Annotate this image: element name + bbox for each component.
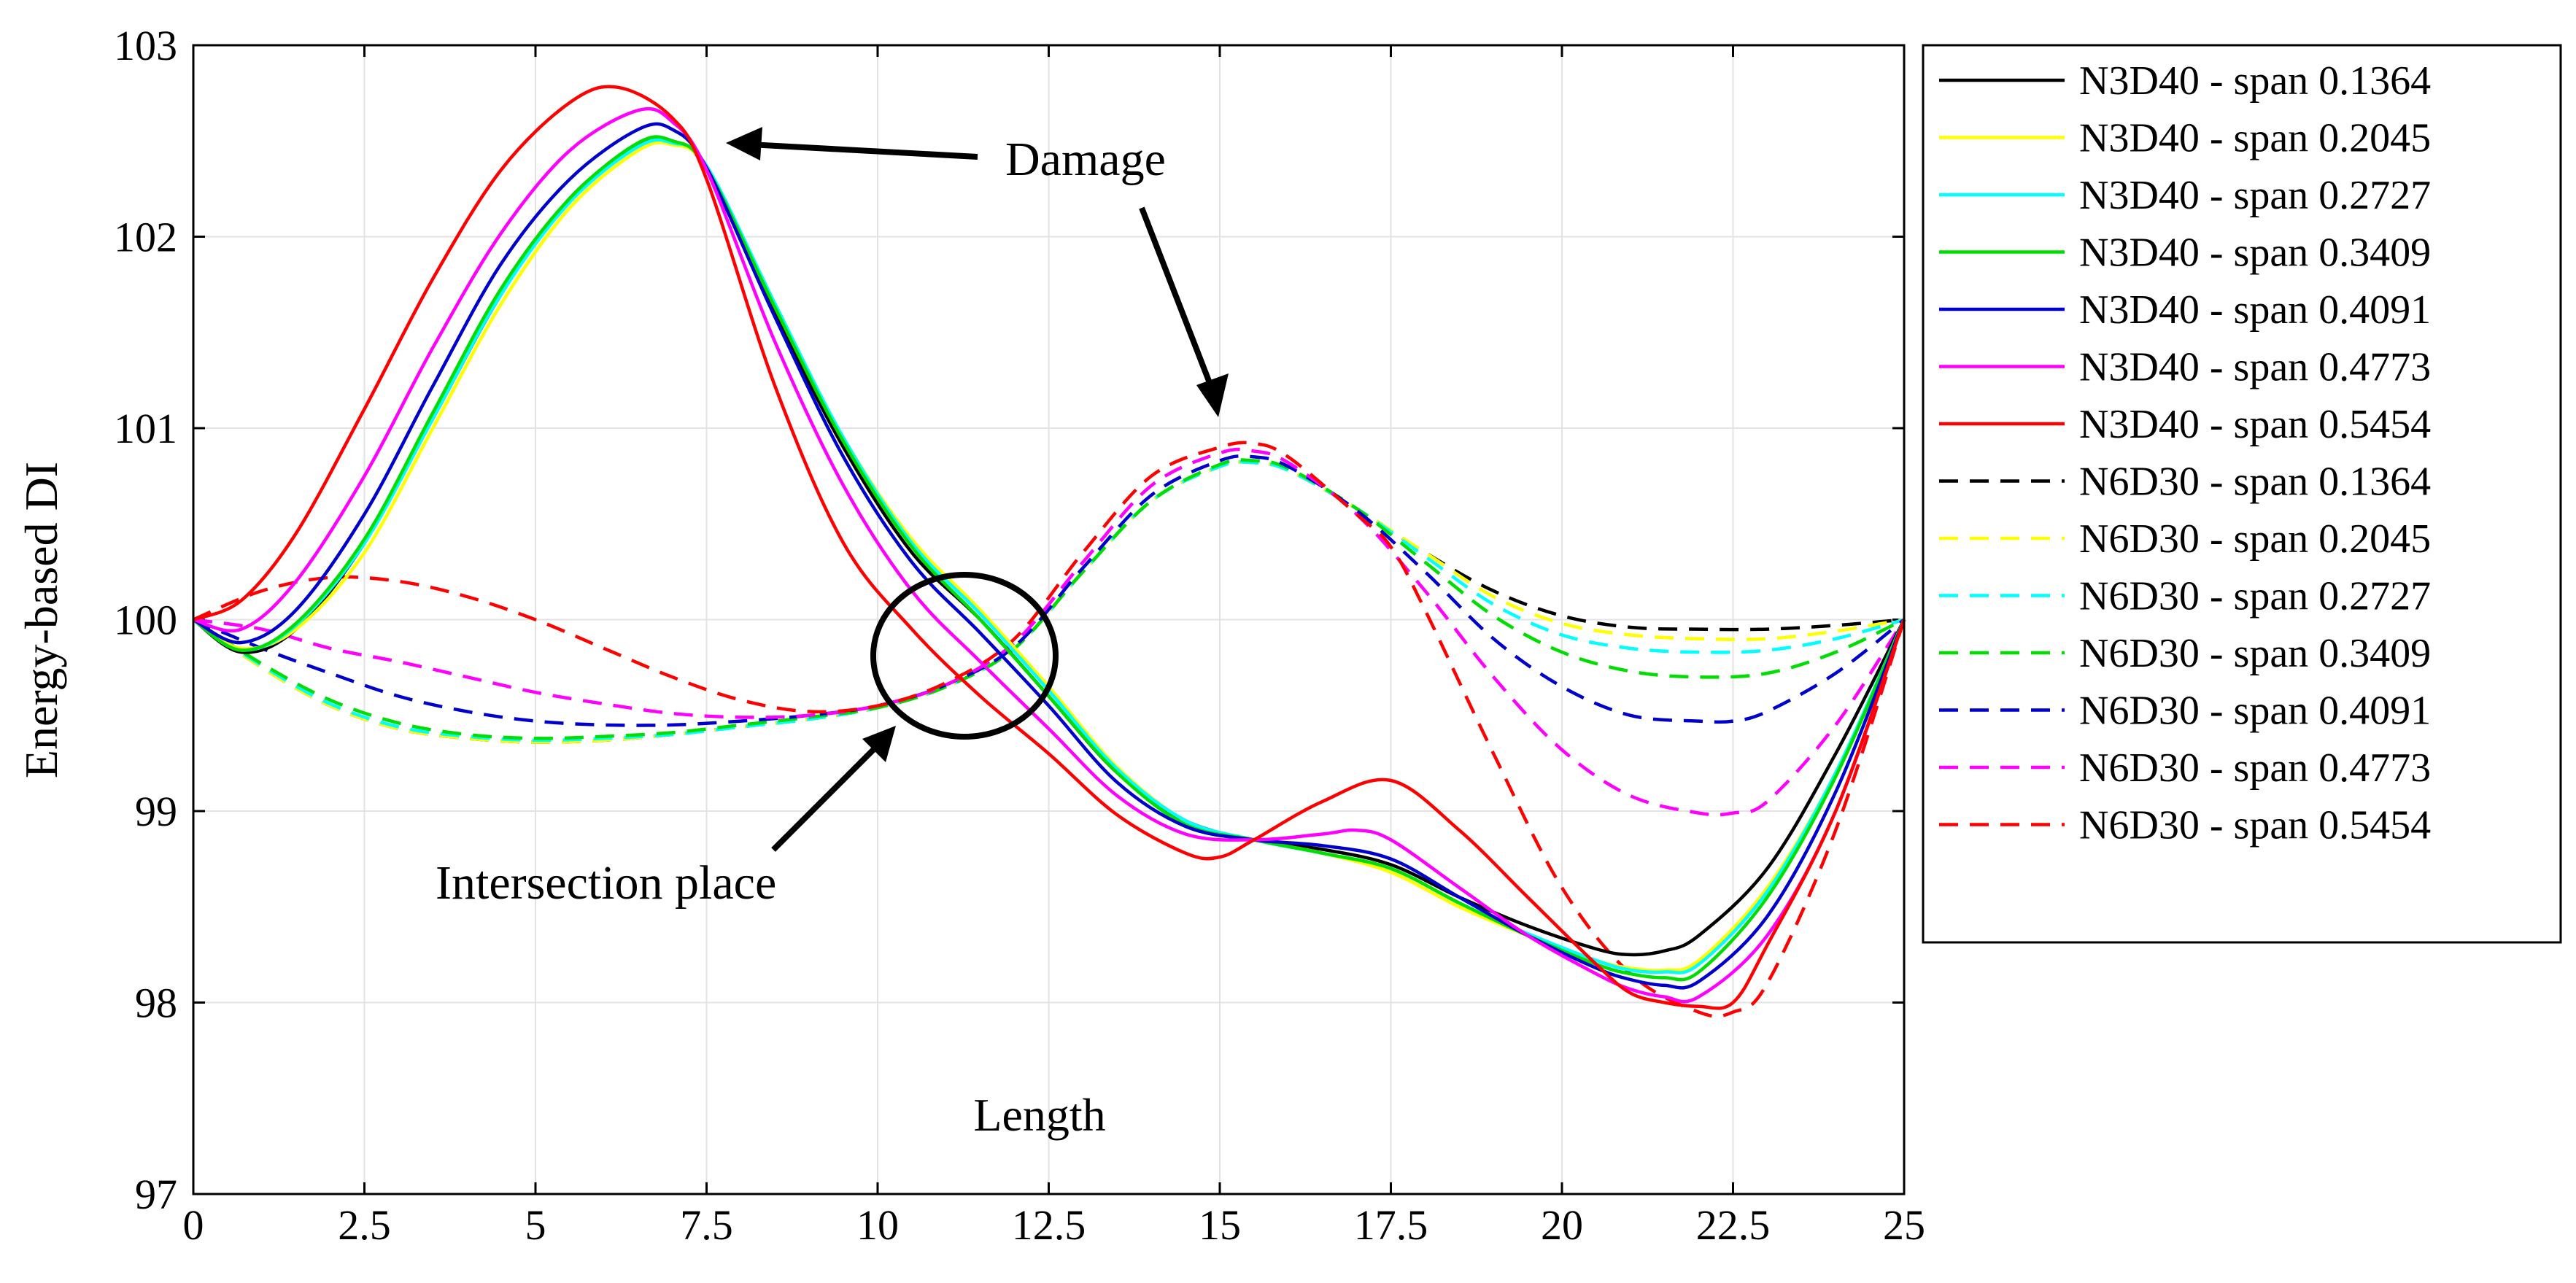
x-tick-label: 10: [856, 1201, 899, 1249]
legend: N3D40 - span 0.1364 N3D40 - span 0.2045 N3…: [1939, 58, 2431, 848]
arrow-intersection-head: [862, 726, 896, 762]
series-line-13: [193, 447, 1906, 817]
arrow-damage-left-head: [726, 127, 762, 160]
legend-label: N3D40 - span 0.2045: [2079, 116, 2431, 161]
y-tick-label: 102: [114, 214, 177, 261]
series-line-5: [192, 122, 1906, 990]
ticks: 0 2.5 5 7.5 10 12.5 15 17.5 20 22.5 25 97 98 99 100 101…: [114, 22, 1925, 1249]
legend-label: N6D30 - span 0.4091: [2079, 689, 2431, 734]
legend-label: N3D40 - span 0.5454: [2079, 402, 2431, 447]
x-axis-label: Length: [973, 1089, 1105, 1141]
arrow-damage-right-head: [1196, 373, 1229, 417]
y-tick-label: 99: [135, 788, 177, 835]
y-tick-label: 101: [114, 405, 177, 452]
legend-label: N6D30 - span 0.2727: [2079, 574, 2431, 619]
x-tick-label: 20: [1541, 1201, 1583, 1249]
x-tick-label: 12.5: [1012, 1201, 1086, 1249]
arrow-intersection-shaft: [771, 742, 881, 852]
series-line-4: [192, 135, 1906, 982]
x-tick-label: 2.5: [338, 1201, 391, 1249]
legend-label: N6D30 - span 0.3409: [2079, 631, 2431, 676]
series-line-6: [193, 106, 1906, 1004]
annotations: Damage Intersection place: [436, 127, 1229, 910]
legend-label: N3D40 - span 0.2727: [2079, 173, 2431, 218]
plot-frame: [192, 44, 1906, 1195]
annotation-intersection: Intersection place: [436, 856, 776, 910]
x-tick-label: 7.5: [680, 1201, 733, 1249]
x-tick-label: 22.5: [1696, 1201, 1771, 1249]
series-line-14: [193, 441, 1906, 1018]
y-tick-label: 100: [114, 597, 177, 644]
y-axis-label: Energy-based DI: [15, 462, 67, 778]
legend-label: N3D40 - span 0.1364: [2079, 58, 2431, 104]
legend-label: N6D30 - span 0.2045: [2079, 516, 2431, 562]
legend-label: N6D30 - span 0.1364: [2079, 460, 2431, 505]
x-tick-label: 15: [1199, 1201, 1241, 1249]
series-line-7: [193, 85, 1906, 1010]
arrow-damage-right-shaft: [1139, 206, 1214, 388]
y-tick-label: 97: [135, 1171, 177, 1218]
x-tick-label: 0: [183, 1201, 204, 1249]
x-tick-label: 5: [525, 1201, 546, 1249]
legend-label: N3D40 - span 0.4773: [2079, 345, 2431, 390]
series-line-11: [192, 458, 1905, 740]
legend-label: N6D30 - span 0.5454: [2079, 803, 2431, 848]
x-tick-label: 17.5: [1354, 1201, 1428, 1249]
annotation-damage: Damage: [1005, 133, 1166, 186]
legend-label: N6D30 - span 0.4773: [2079, 745, 2431, 791]
legend-label: N3D40 - span 0.3409: [2079, 230, 2431, 276]
series-line-3: [192, 138, 1906, 974]
series-line-9: [192, 460, 1905, 744]
series-line-2: [192, 141, 1906, 972]
intersection-circle: [870, 572, 1059, 740]
series-group: [192, 85, 1906, 1018]
y-tick-label: 103: [114, 22, 177, 69]
x-tick-label: 25: [1883, 1201, 1925, 1249]
y-tick-label: 98: [135, 980, 177, 1027]
legend-label: N3D40 - span 0.4091: [2079, 287, 2431, 333]
arrow-damage-left-shaft: [736, 141, 978, 160]
